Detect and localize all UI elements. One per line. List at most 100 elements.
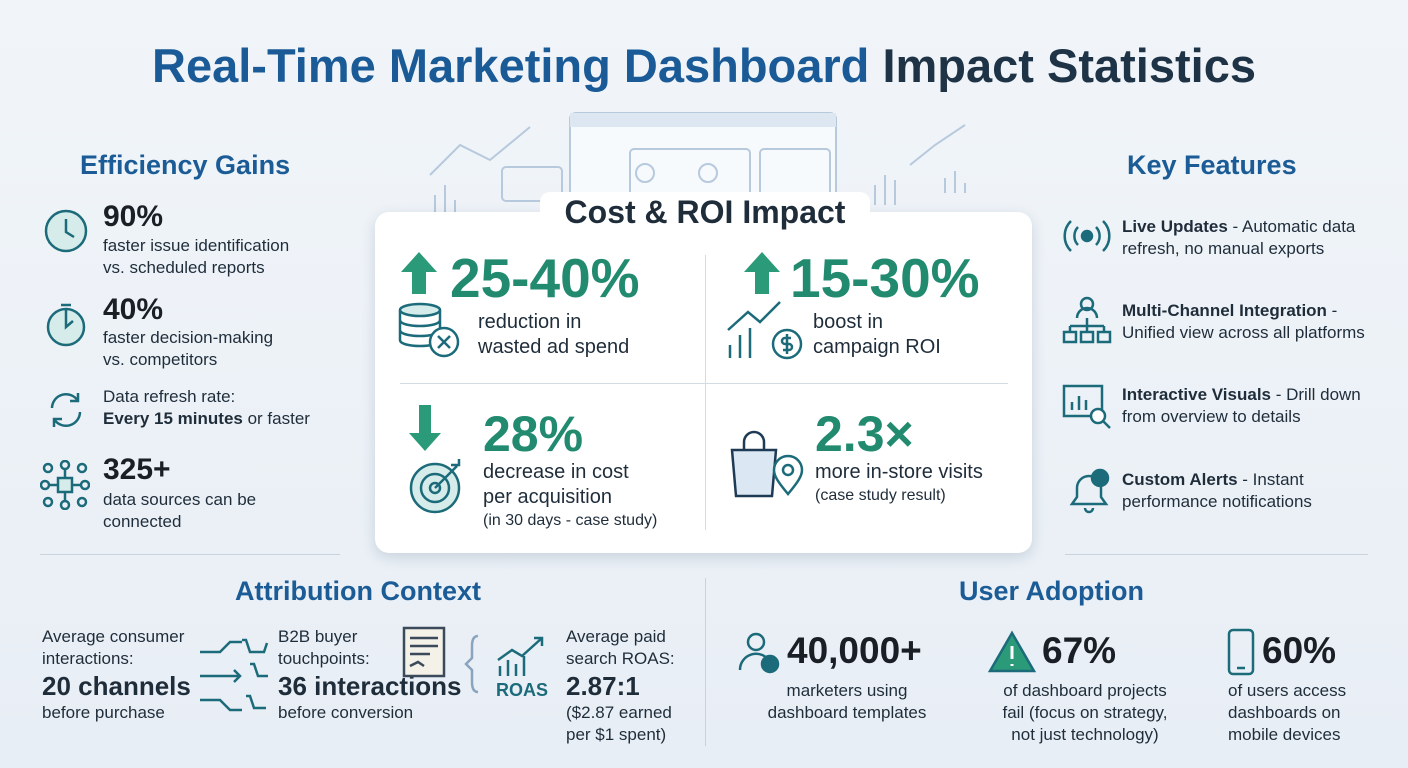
- attribution-item: Average consumer interactions: 20 channels…: [42, 626, 191, 724]
- dashboard-illustration: [429, 112, 966, 215]
- stat-text: reduction in wasted ad spend: [478, 310, 629, 360]
- line: decrease in cost: [483, 461, 629, 483]
- stat: 25-40%: [450, 247, 640, 309]
- network-icon: [40, 460, 90, 510]
- feature-desc: - Instant performance notifications: [1122, 470, 1312, 511]
- note: before conversion: [278, 703, 414, 722]
- feature: Custom Alerts - Instant performance noti…: [1122, 469, 1352, 513]
- user-icon: [738, 632, 780, 674]
- stat: 325+: [103, 453, 171, 486]
- store-visit-icon: [730, 430, 804, 498]
- divider: [705, 578, 706, 746]
- section-heading: User Adoption: [959, 576, 1144, 606]
- divider: [705, 255, 706, 530]
- line: marketers using: [786, 681, 908, 700]
- line: mobile devices: [1228, 725, 1341, 744]
- alert-icon: [1069, 468, 1110, 514]
- line: reduction in: [478, 311, 582, 333]
- line: per acquisition: [483, 486, 612, 508]
- line: of users access: [1228, 681, 1347, 700]
- card-heading: Cost & ROI Impact: [540, 192, 870, 233]
- feature-name: Multi-Channel Integration: [1122, 301, 1327, 320]
- stat-text: boost in campaign ROI: [813, 310, 941, 360]
- cost-card: [375, 212, 1032, 553]
- note: (case study result): [815, 487, 946, 504]
- note: per $1 spent): [566, 725, 667, 744]
- title-dark: Impact Statistics: [882, 39, 1256, 92]
- line: Data refresh rate:: [103, 387, 236, 406]
- line: fail (focus on strategy,: [1002, 703, 1168, 722]
- line: dashboard templates: [767, 703, 927, 722]
- line: boost in: [813, 311, 884, 333]
- mobile-icon: [1227, 628, 1255, 676]
- line: or faster: [247, 409, 310, 428]
- stat-text: decrease in cost per acquisition: [483, 460, 629, 510]
- line: faster issue identification: [103, 236, 290, 255]
- channels-icon: [200, 638, 269, 712]
- line: Average paid: [566, 627, 666, 646]
- line: B2B buyer: [278, 627, 358, 646]
- line: vs. competitors: [103, 350, 218, 369]
- savings-icon: [398, 252, 460, 358]
- feature-desc: - Unified view across all platforms: [1122, 301, 1365, 342]
- stat: 20 channels: [42, 671, 191, 701]
- feature-name: Interactive Visuals: [1122, 385, 1271, 404]
- feature-desc: - Drill down from overview to details: [1122, 385, 1361, 426]
- stopwatch-icon: [46, 303, 86, 347]
- feature-name: Custom Alerts: [1122, 470, 1238, 489]
- line: not just technology): [1011, 725, 1159, 744]
- refresh-text: Data refresh rate: Every 15 minutes or fa…: [103, 386, 310, 430]
- line: more in-store visits: [815, 461, 983, 483]
- live-icon: [1063, 220, 1111, 252]
- icon-label: ROAS: [496, 680, 548, 700]
- stat: 2.3×: [815, 406, 914, 462]
- feature-name: Live Updates: [1122, 217, 1228, 236]
- section-heading: Efficiency Gains: [80, 150, 291, 180]
- feature-desc: - Automatic data refresh, no manual expo…: [1122, 217, 1356, 258]
- strong: Every 15 minutes: [103, 409, 243, 428]
- note: ($2.87 earned: [566, 703, 672, 722]
- stat: 15-30%: [790, 247, 980, 309]
- refresh-icon: [50, 392, 82, 428]
- note: (in 30 days - case study): [483, 512, 658, 529]
- line: connected: [103, 512, 182, 531]
- stat: 40%: [103, 293, 164, 326]
- stat-text: of users access dashboards on mobile devic…: [1228, 680, 1346, 746]
- line: dashboards on: [1228, 703, 1341, 722]
- integration-icon: [1062, 296, 1112, 344]
- stat: 67%: [1042, 630, 1117, 671]
- attribution-item: Average paid search ROAS: 2.87:1 ($2.87 ear…: [566, 626, 675, 746]
- line: interactions:: [42, 649, 134, 668]
- target-icon: [409, 405, 461, 514]
- line: Average consumer: [42, 627, 185, 646]
- roas-icon: ROAS: [496, 636, 548, 700]
- feature: Interactive Visuals - Drill down from ov…: [1122, 384, 1387, 428]
- divider: [400, 383, 1008, 384]
- stat-text: data sources can be connected: [103, 489, 256, 533]
- title: Real-Time Marketing Dashboard Impact Sta…: [0, 38, 1408, 93]
- line: vs. scheduled reports: [103, 258, 265, 277]
- section-heading: Key Features: [1127, 150, 1297, 180]
- contract-icon: [402, 626, 479, 694]
- line: data sources can be: [103, 490, 257, 509]
- line: search ROAS:: [566, 649, 675, 668]
- divider: [40, 554, 340, 555]
- visuals-icon: [1062, 384, 1111, 429]
- line: wasted ad spend: [478, 336, 630, 358]
- line: faster decision-making: [103, 328, 274, 347]
- stat: 2.87:1: [566, 671, 640, 701]
- stat: 40,000+: [787, 630, 922, 671]
- title-blue: Real-Time Marketing Dashboard: [152, 39, 870, 92]
- line: touchpoints:: [278, 649, 370, 668]
- stat: 60%: [1262, 630, 1337, 671]
- feature: Live Updates - Automatic data refresh, n…: [1122, 216, 1387, 260]
- warning-icon: [988, 630, 1036, 673]
- stat: 90%: [103, 200, 164, 233]
- divider: [1065, 554, 1368, 555]
- clock-icon: [44, 209, 88, 253]
- stat-text: more in-store visits: [815, 460, 983, 485]
- line: of dashboard projects: [1003, 681, 1167, 700]
- stat-text: faster issue identification vs. scheduled…: [103, 235, 289, 279]
- roi-icon: [727, 252, 803, 360]
